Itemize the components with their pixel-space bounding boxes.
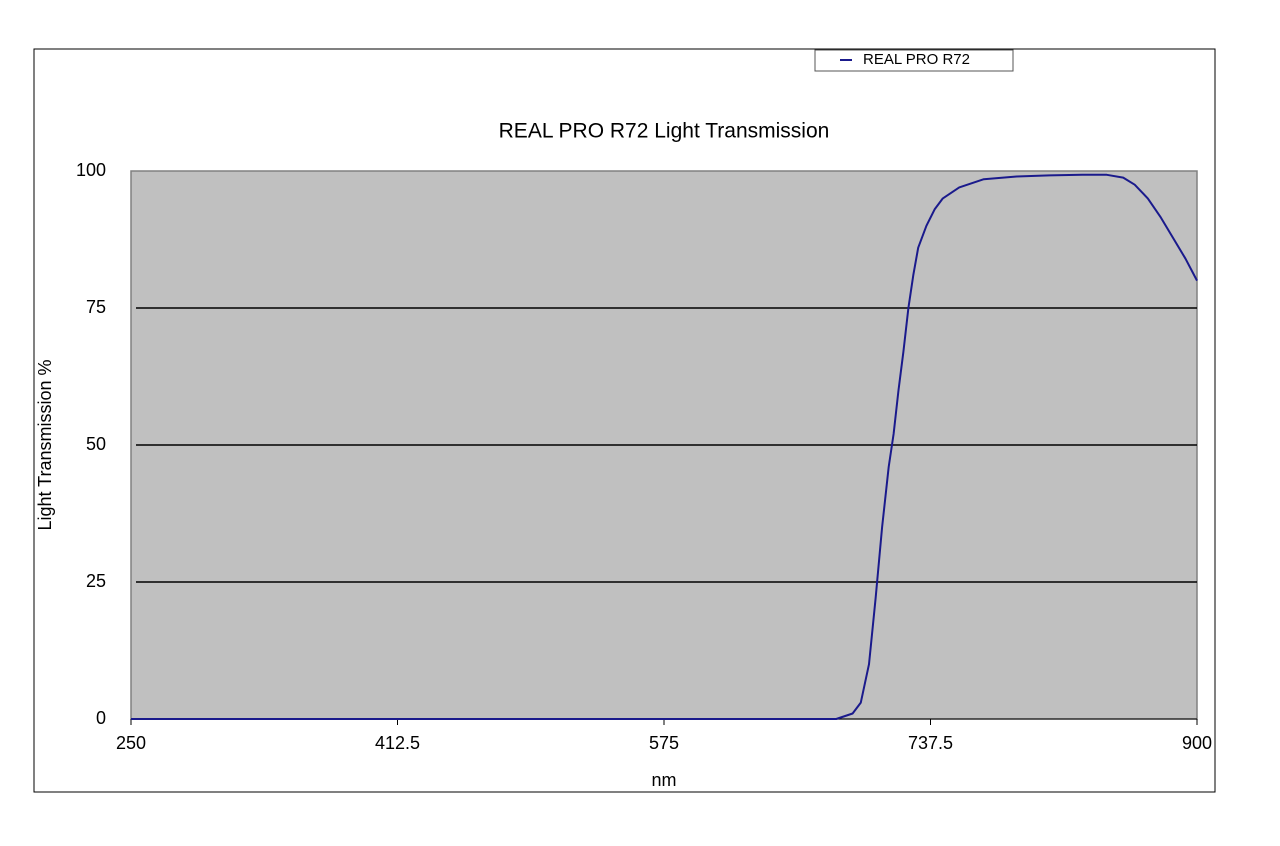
data-line [131,173,1198,720]
y-tick-label: 25 [86,571,106,591]
chart-title: REAL PRO R72 Light Transmission [499,120,830,143]
y-tick-label: 0 [96,708,106,728]
x-tick-label: 412.5 [375,733,420,753]
x-tick-label: 575 [649,733,679,753]
x-tick-label: 900 [1182,733,1212,753]
x-tick-label: 250 [116,733,146,753]
y-tick-label: 100 [76,160,106,180]
y-axis-label: Light Transmission % [35,359,55,530]
y-tick-label: 75 [86,297,106,317]
legend-label: REAL PRO R72 [863,51,970,68]
x-tick-label: 737.5 [908,733,953,753]
x-axis-label: nm [651,770,676,790]
legend-box [814,49,1014,72]
y-tick-label: 50 [86,434,106,454]
